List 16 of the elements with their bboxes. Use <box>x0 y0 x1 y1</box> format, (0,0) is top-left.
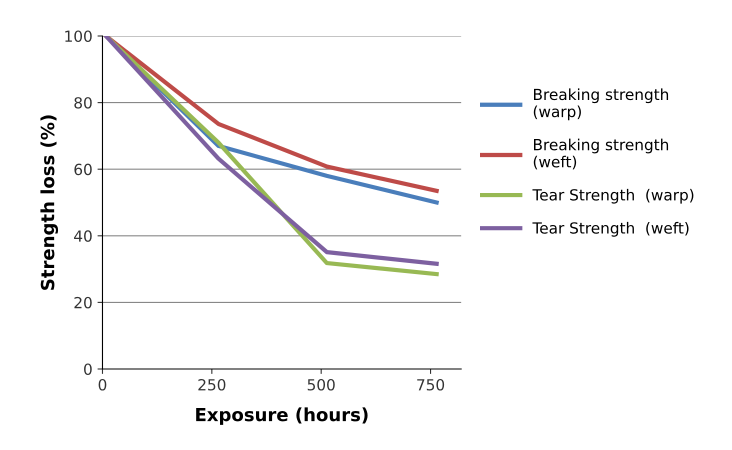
y-tick-label: 80 <box>74 97 92 109</box>
y-tick-label: 20 <box>74 296 92 308</box>
x-tick-label: 750 <box>417 378 444 391</box>
y-tick-label: 60 <box>74 164 92 176</box>
x-tick-label: 250 <box>198 378 226 391</box>
legend-label: Tear Strength (weft) <box>532 222 689 237</box>
y-tick-label: 0 <box>84 363 92 376</box>
y-axis-title: Strength loss (%) <box>40 115 58 290</box>
x-tick-label: 0 <box>98 378 106 391</box>
legend-label: Tear Strength (warp) <box>532 188 694 204</box>
y-tick-label: 100 <box>65 30 92 42</box>
y-tick-label: 40 <box>74 230 92 242</box>
legend-label: Breaking strength (warp) <box>534 88 668 120</box>
x-axis-title: Exposure (hours) <box>196 407 368 425</box>
legend-label: Breaking strength (weft) <box>534 138 668 170</box>
x-tick-label: 500 <box>308 378 335 391</box>
